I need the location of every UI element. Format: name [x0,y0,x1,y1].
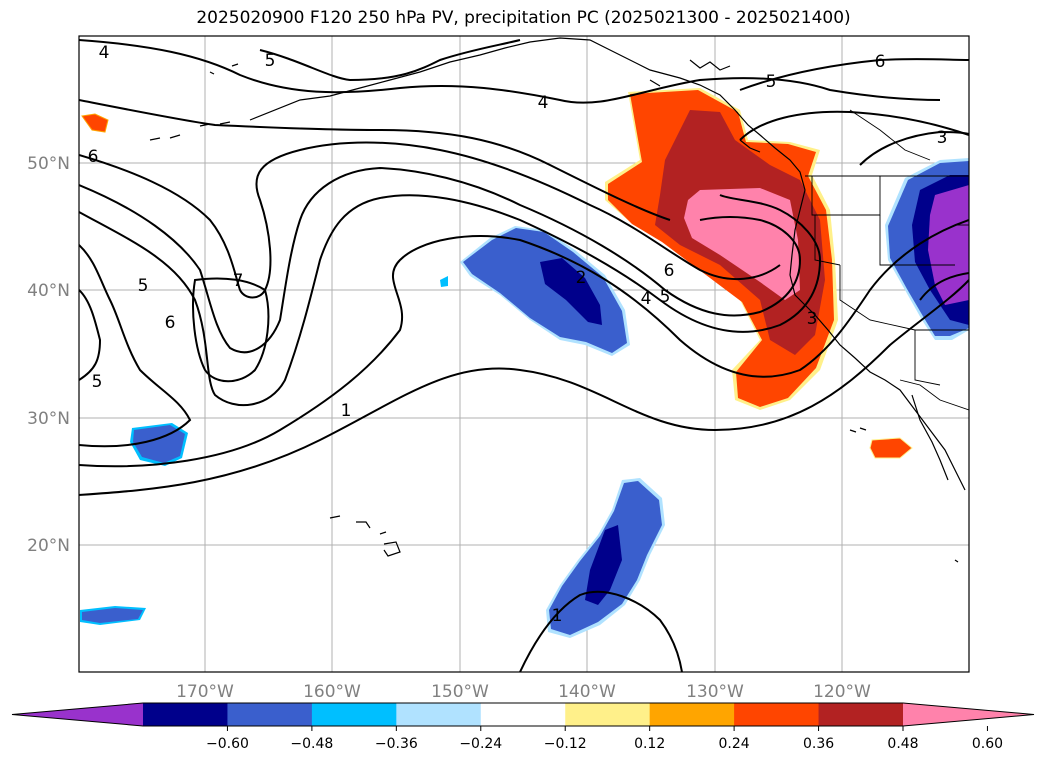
lon-label: 170°W [176,682,234,702]
positive-anomaly-region [81,88,913,459]
colorbar-segment [818,703,904,726]
colorbar: −0.60 −0.48 −0.36 −0.24 −0.12 0.12 0.24 0.36 0.4… [11,702,1035,752]
contour-label: 3 [937,128,948,148]
map-frame [78,35,970,673]
colorbar-outline [11,702,1035,727]
coastlines [149,37,966,563]
contour-label: 5 [265,51,276,71]
contour-label: 3 [807,309,818,329]
lat-label: 30°N [27,409,70,429]
lat-label: 40°N [27,281,70,301]
pv-contours [79,39,969,672]
contour-label: 1 [341,401,352,421]
contour-label: 4 [99,43,110,63]
contour-label: 5 [138,276,149,296]
map-title: 2025020900 F120 250 hPa PV, precipitatio… [196,8,851,28]
contour-label: 5 [660,287,671,307]
colorbar-extend-low [12,703,143,726]
colorbar-segment [734,703,820,726]
colorbar-tick-label: 0.24 [719,736,750,752]
contour-label: 7 [233,271,244,291]
colorbar-tick-label: −0.36 [375,736,418,752]
contour-label: 2 [576,268,587,288]
colorbar-tick-label: 0.12 [634,736,665,752]
colorbar-tick-label: 0.48 [887,736,918,752]
colorbar-tick-label: −0.24 [459,736,502,752]
colorbar-tick-label: −0.48 [290,736,333,752]
colorbar-segment [649,703,735,726]
negative-anomaly-region [80,158,969,638]
colorbar-segment [480,703,566,726]
lon-label: 160°W [303,682,361,702]
contour-label: 6 [88,147,99,167]
colorbar-tick-label: 0.60 [972,736,1003,752]
colorbar-extend-high [903,703,1034,726]
contour-label: 5 [92,372,103,392]
contour-label: 4 [538,93,549,113]
colorbar-tick-label: −0.12 [544,736,587,752]
map-panel: 4 5 4 5 6 3 6 5 7 6 5 1 2 4 5 6 1 3 [79,36,969,672]
colorbar-segment [227,703,313,726]
lon-label: 120°W [813,682,871,702]
contour-label: 1 [552,606,563,626]
lat-label: 20°N [27,536,70,556]
lat-label: 50°N [27,154,70,174]
colorbar-segment [565,703,651,726]
contour-label: 4 [641,289,652,309]
contour-label: 6 [165,313,176,333]
lon-label: 140°W [558,682,616,702]
contour-labels: 4 5 4 5 6 3 6 5 7 6 5 1 2 4 5 6 1 3 [88,43,948,626]
contour-label: 5 [766,72,777,92]
contour-label: 6 [664,261,675,281]
colorbar-tick-label: −0.60 [206,736,249,752]
contour-label: 6 [875,52,886,72]
lon-label: 150°W [431,682,489,702]
colorbar-segment [143,703,228,726]
lon-label: 130°W [686,682,744,702]
borders [805,109,969,411]
colorbar-segment [396,703,482,726]
longitude-labels: 170°W 160°W 150°W 140°W 130°W 120°W [176,682,871,702]
colorbar-segment [311,703,397,726]
colorbar-tick-label: 0.36 [803,736,834,752]
latitude-labels: 50°N 40°N 30°N 20°N [27,154,70,556]
